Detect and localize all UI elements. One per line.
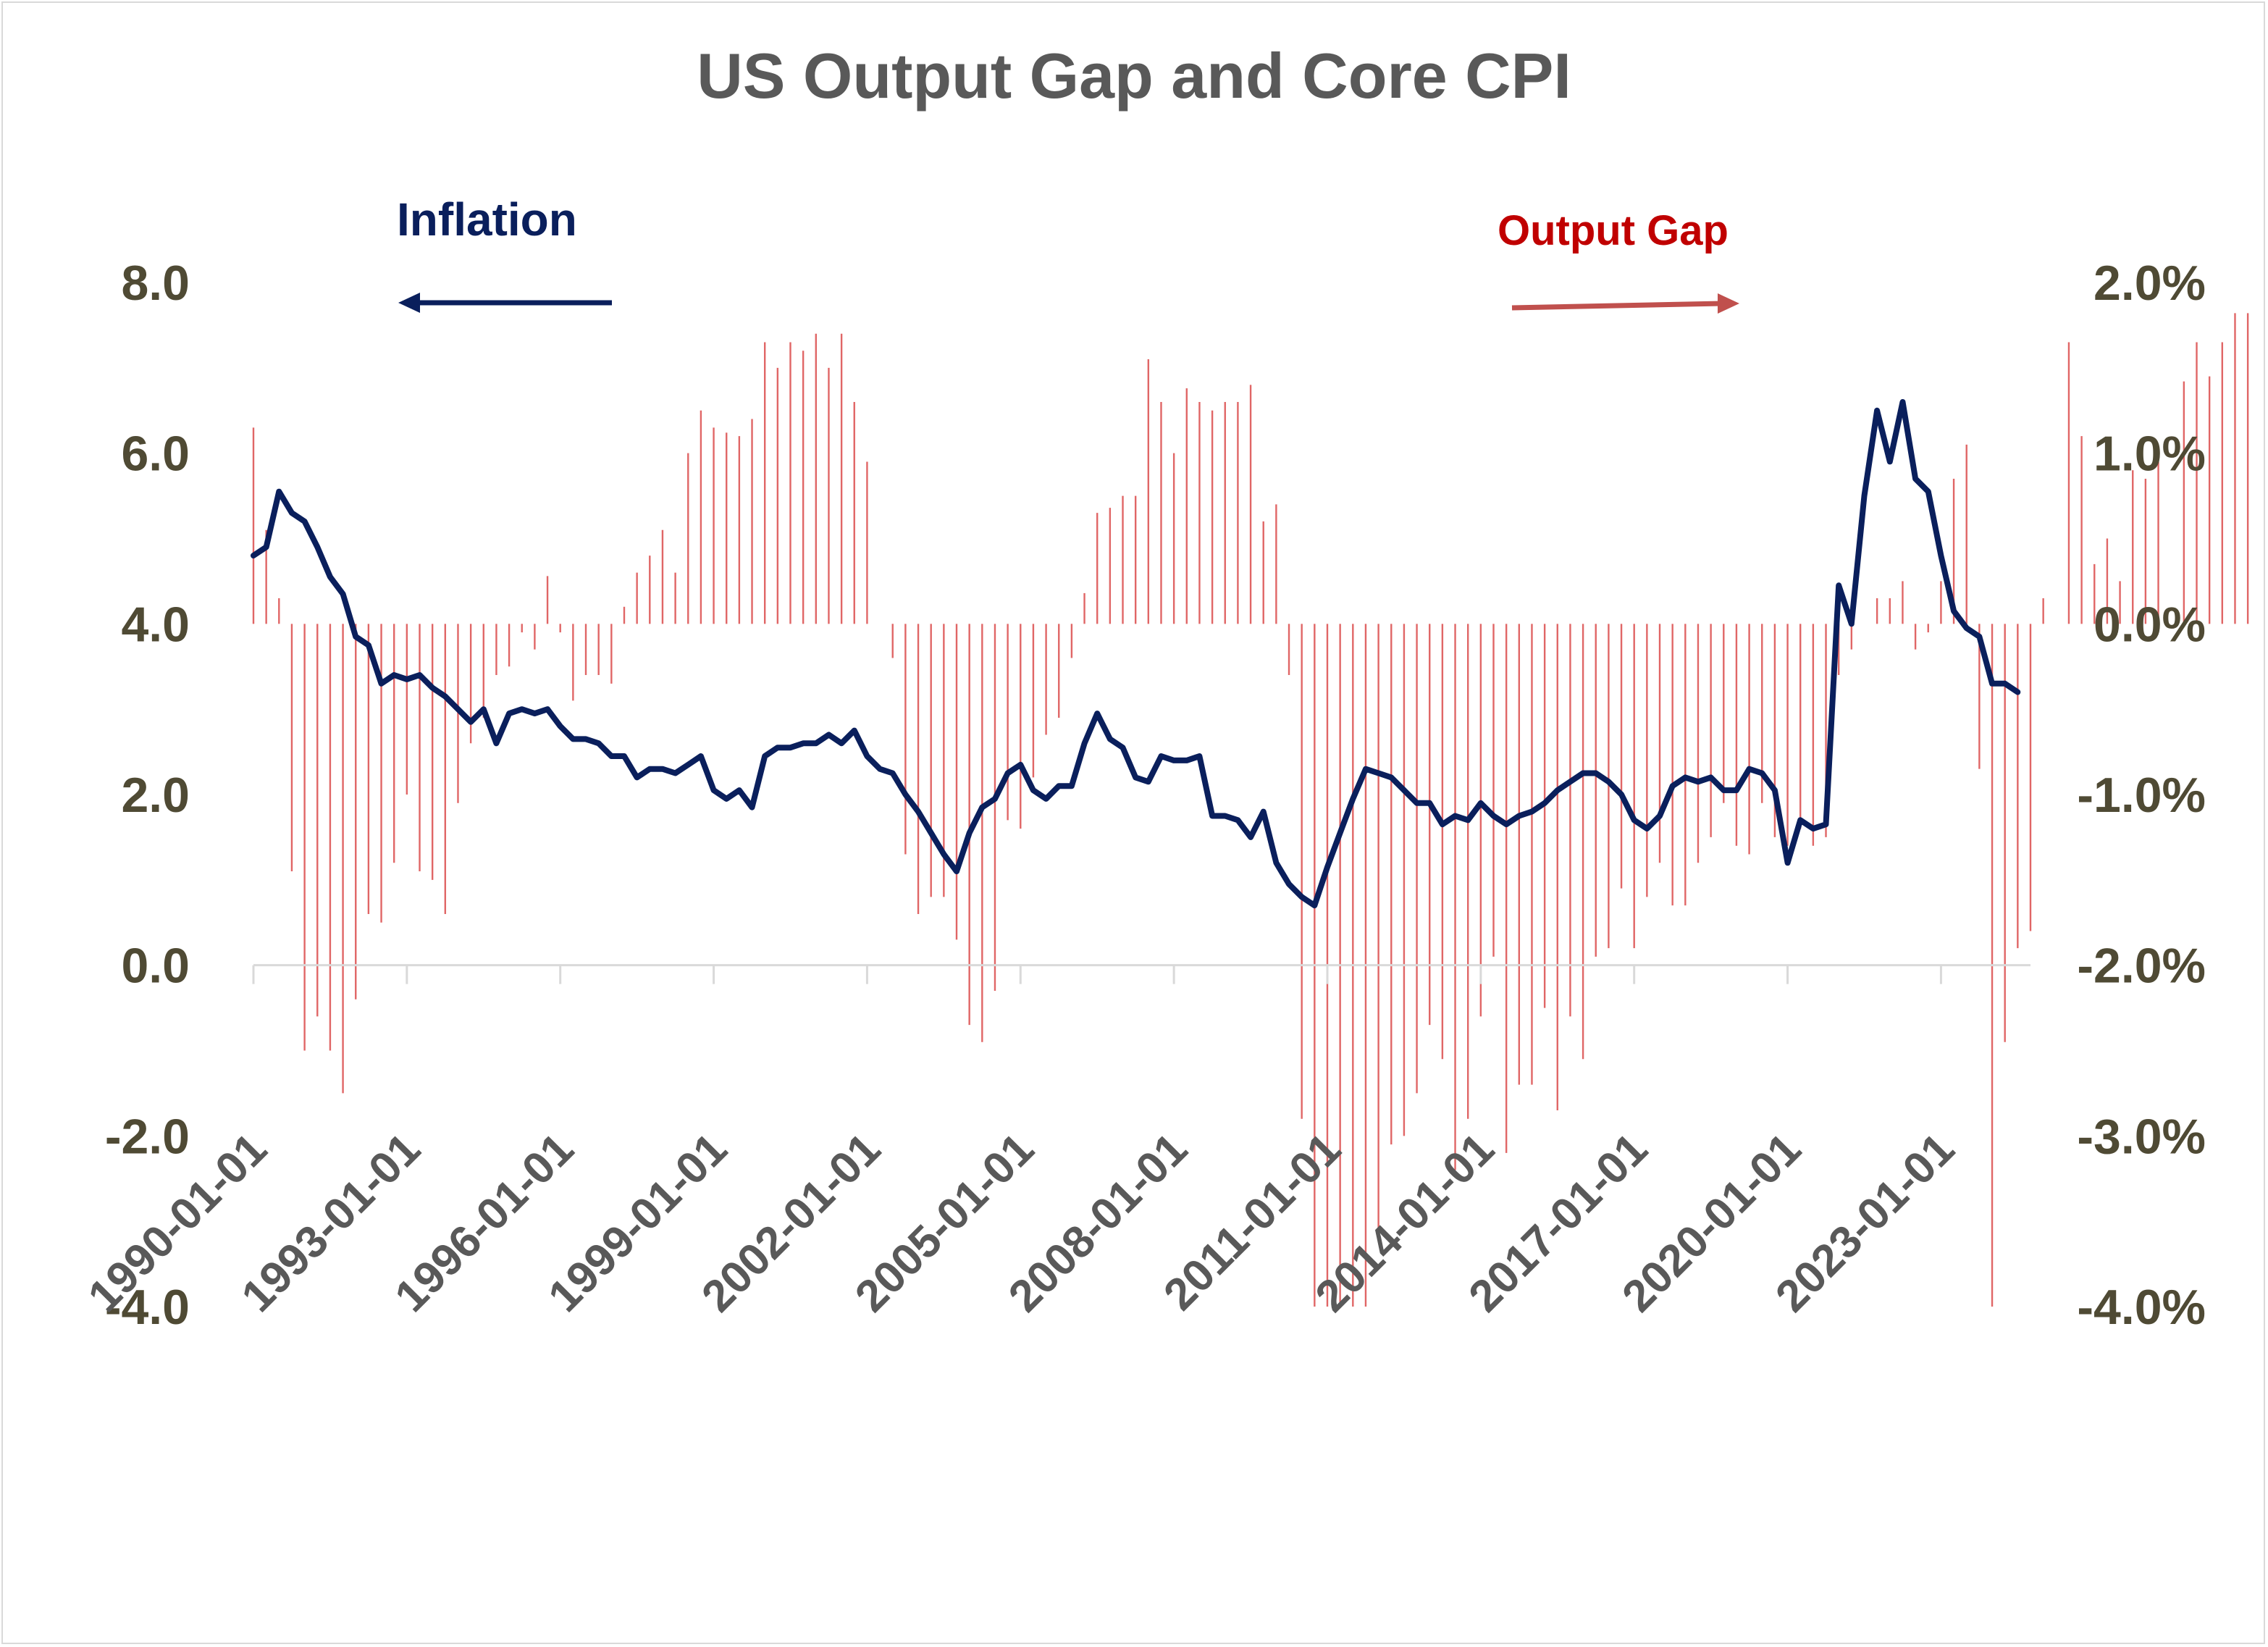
legend-inflation-arrow <box>398 293 612 313</box>
left-y-tick-label: -4.0 <box>105 1280 190 1335</box>
right-y-tick-label: -2.0% <box>2077 939 2206 994</box>
x-tick-labels: 1990-01-011993-01-011996-01-011999-01-01… <box>79 1124 1964 1322</box>
inflation-line-layer <box>251 399 2021 909</box>
legend-inflation-label: Inflation <box>397 193 577 246</box>
legend-inflation-arrow-head <box>398 293 420 313</box>
right-y-tick-label: -4.0% <box>2077 1280 2206 1335</box>
inflation-line <box>251 399 2021 909</box>
right-y-axis: 2.0% 1.0% 0.0% -1.0% -2.0% -3.0% -4.0% <box>2077 256 2206 1335</box>
right-y-tick-label: -1.0% <box>2077 768 2206 823</box>
left-y-tick-label: 2.0 <box>121 768 190 823</box>
left-y-tick-label: 6.0 <box>121 427 190 482</box>
right-y-tick-label: -3.0% <box>2077 1109 2206 1164</box>
legend-output-gap-arrow-head <box>1718 293 1739 314</box>
left-y-axis: 8.0 6.0 4.0 2.0 0.0 -2.0 -4.0 <box>105 256 190 1335</box>
left-y-tick-label: 0.0 <box>121 939 190 994</box>
legend-output-gap-arrow <box>1511 293 1739 314</box>
chart-title: US Output Gap and Core CPI <box>697 40 1571 112</box>
right-y-tick-label: 0.0% <box>2093 597 2206 652</box>
left-y-tick-label: 8.0 <box>121 256 190 311</box>
right-y-tick-label: 2.0% <box>2093 256 2206 311</box>
x-axis <box>252 964 2030 984</box>
right-y-tick-label: 1.0% <box>2093 427 2206 482</box>
legend-output-gap-label: Output Gap <box>1498 207 1729 254</box>
legend-output-gap-arrow-shaft <box>1511 301 1723 311</box>
left-y-tick-label: -2.0 <box>105 1109 190 1164</box>
left-y-tick-label: 4.0 <box>121 597 190 652</box>
